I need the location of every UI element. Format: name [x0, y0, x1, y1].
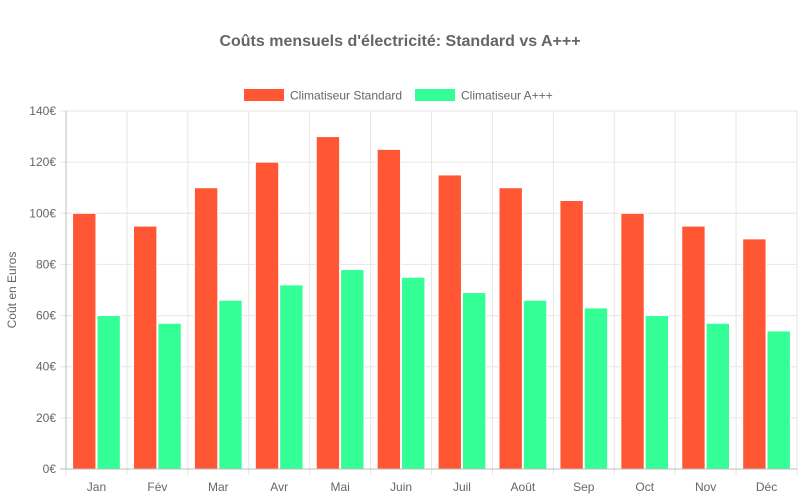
x-tick-label: Juil	[453, 480, 471, 494]
bar-standard-8[interactable]	[559, 200, 584, 470]
bar-aplus-4[interactable]	[340, 269, 365, 470]
bar-aplus-10[interactable]	[705, 322, 730, 470]
legend-item-aplus[interactable]: Climatiseur A+++	[415, 89, 553, 103]
legend-item-standard[interactable]: Climatiseur Standard	[244, 89, 402, 103]
bar-standard-10[interactable]	[681, 225, 706, 470]
y-tick-label: 140€	[29, 104, 56, 118]
bar-standard-1[interactable]	[133, 225, 158, 470]
y-axis-title: Coût en Euros	[5, 252, 19, 329]
x-axis-ticks: Jan Fév Mar Avr Mai Juin Juil Août Sep Oct Nov Déc	[87, 480, 777, 494]
bar-standard-4[interactable]	[315, 136, 341, 470]
x-tick-label: Avr	[270, 480, 288, 494]
bars	[72, 136, 791, 470]
legend: Climatiseur Standard Climatiseur A+++	[244, 89, 553, 103]
y-tick-label: 0€	[43, 462, 57, 476]
axes	[60, 111, 797, 470]
bar-standard-2[interactable]	[193, 187, 219, 470]
x-tick-label: Fév	[147, 480, 167, 494]
bar-aplus-9[interactable]	[644, 315, 670, 470]
legend-swatch-aplus	[415, 89, 455, 101]
legend-label-standard: Climatiseur Standard	[290, 89, 402, 103]
bar-standard-6[interactable]	[437, 174, 462, 470]
bar-standard-11[interactable]	[742, 238, 767, 470]
y-axis-ticks: 0€ 20€ 40€ 60€ 80€ 100€ 120€ 140€	[29, 104, 56, 476]
bar-aplus-1[interactable]	[157, 322, 182, 470]
grid	[60, 110, 798, 475]
x-tick-label: Nov	[695, 480, 716, 494]
y-tick-label: 20€	[36, 411, 56, 425]
y-tick-label: 60€	[36, 309, 56, 323]
bar-aplus-2[interactable]	[218, 299, 243, 470]
legend-swatch-standard	[244, 89, 284, 101]
x-tick-label: Mai	[330, 480, 349, 494]
bar-aplus-6[interactable]	[461, 292, 487, 470]
bar-standard-9[interactable]	[620, 212, 645, 470]
bar-aplus-5[interactable]	[401, 276, 426, 470]
x-tick-label: Sep	[573, 480, 595, 494]
y-tick-label: 40€	[36, 360, 56, 374]
bar-aplus-11[interactable]	[766, 330, 791, 470]
bar-standard-7[interactable]	[498, 187, 523, 470]
bar-aplus-7[interactable]	[522, 299, 548, 470]
x-tick-label: Jan	[87, 480, 106, 494]
bar-aplus-3[interactable]	[279, 284, 304, 470]
bar-standard-5[interactable]	[376, 148, 402, 470]
bar-aplus-8[interactable]	[583, 307, 609, 470]
legend-label-aplus: Climatiseur A+++	[461, 89, 553, 103]
bar-aplus-0[interactable]	[96, 315, 121, 470]
y-tick-label: 100€	[29, 206, 56, 220]
bar-standard-3[interactable]	[254, 161, 280, 470]
x-tick-label: Mar	[208, 480, 229, 494]
y-tick-label: 120€	[29, 155, 56, 169]
chart-title: Coûts mensuels d'électricité: Standard v…	[219, 33, 580, 50]
x-tick-label: Août	[511, 480, 536, 494]
y-tick-label: 80€	[36, 257, 56, 271]
bar-standard-0[interactable]	[72, 212, 97, 470]
x-tick-label: Oct	[635, 480, 654, 494]
x-tick-label: Juin	[390, 480, 412, 494]
x-tick-label: Déc	[756, 480, 777, 494]
